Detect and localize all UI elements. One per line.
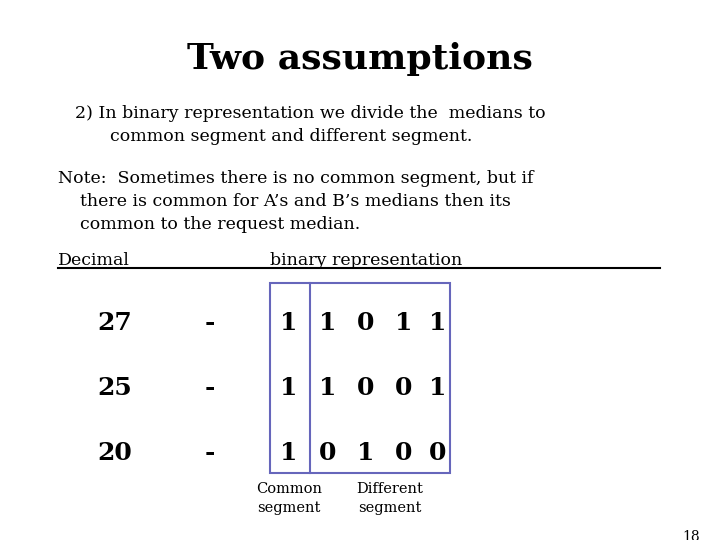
Text: 1: 1 — [319, 311, 337, 335]
Text: -: - — [204, 441, 215, 465]
Text: 1: 1 — [395, 311, 413, 335]
Text: common segment and different segment.: common segment and different segment. — [110, 128, 472, 145]
Text: Decimal: Decimal — [58, 252, 130, 269]
Text: -: - — [204, 311, 215, 335]
Text: 2) In binary representation we divide the  medians to: 2) In binary representation we divide th… — [75, 105, 546, 122]
Text: Note:  Sometimes there is no common segment, but if: Note: Sometimes there is no common segme… — [58, 170, 534, 187]
Text: 0: 0 — [357, 376, 374, 400]
Text: 20: 20 — [98, 441, 132, 465]
Text: segment: segment — [359, 501, 422, 515]
Text: Different: Different — [356, 482, 423, 496]
Text: there is common for A’s and B’s medians then its: there is common for A’s and B’s medians … — [58, 193, 511, 210]
Text: 0: 0 — [429, 441, 446, 465]
Text: common to the request median.: common to the request median. — [58, 216, 360, 233]
Text: 18: 18 — [683, 530, 700, 540]
Text: 1: 1 — [280, 376, 297, 400]
Text: segment: segment — [257, 501, 320, 515]
Text: 25: 25 — [98, 376, 132, 400]
Text: 0: 0 — [357, 311, 374, 335]
Text: binary representation: binary representation — [270, 252, 462, 269]
Text: 1: 1 — [429, 376, 446, 400]
Text: -: - — [204, 376, 215, 400]
Text: 1: 1 — [319, 376, 337, 400]
Text: 1: 1 — [357, 441, 374, 465]
Text: Common: Common — [256, 482, 322, 496]
Text: Two assumptions: Two assumptions — [187, 42, 533, 76]
Text: 1: 1 — [280, 311, 297, 335]
Text: 1: 1 — [429, 311, 446, 335]
Text: 0: 0 — [395, 441, 413, 465]
Text: 0: 0 — [395, 376, 413, 400]
Text: 0: 0 — [319, 441, 337, 465]
Bar — [270, 283, 450, 473]
Text: 1: 1 — [280, 441, 297, 465]
Text: 27: 27 — [98, 311, 132, 335]
